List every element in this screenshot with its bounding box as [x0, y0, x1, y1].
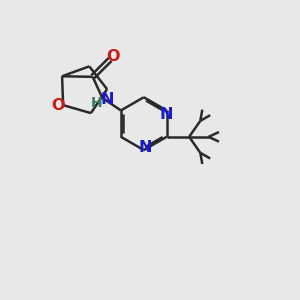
Text: N: N: [160, 106, 173, 122]
Text: O: O: [106, 49, 119, 64]
Text: N: N: [101, 92, 115, 107]
Text: O: O: [51, 98, 64, 112]
Text: N: N: [139, 140, 152, 155]
Text: H: H: [91, 96, 102, 110]
